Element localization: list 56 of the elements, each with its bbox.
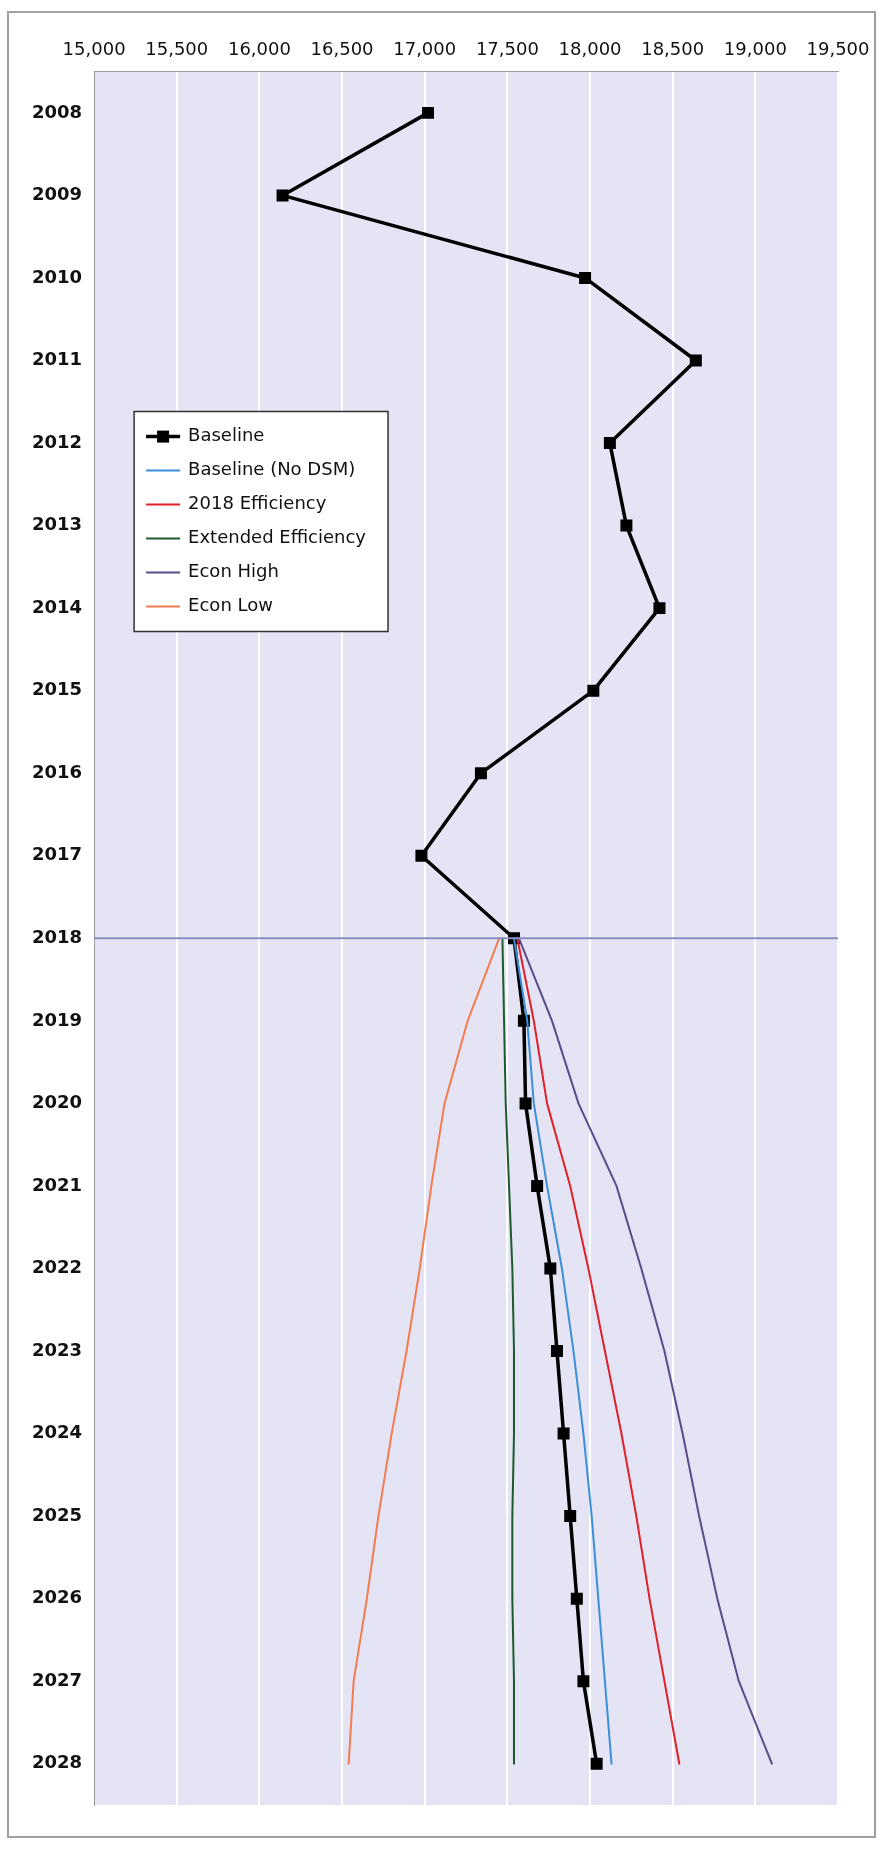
point bbox=[653, 602, 666, 615]
x-tick-label: 17,500 bbox=[475, 38, 539, 60]
y-tick-label: 2009 bbox=[31, 183, 83, 205]
x-tick-label: 17,000 bbox=[393, 38, 457, 60]
y-tick-label: 2028 bbox=[31, 1751, 83, 1773]
legend-label: Extended Efficiency bbox=[188, 526, 367, 548]
y-tick-label: 2027 bbox=[31, 1668, 83, 1690]
y-tick-label: 2013 bbox=[31, 513, 83, 535]
y-tick-label: 2014 bbox=[31, 595, 83, 617]
point bbox=[603, 437, 616, 450]
point bbox=[590, 1757, 603, 1770]
point bbox=[579, 271, 592, 284]
y-tick-label: 2019 bbox=[31, 1008, 83, 1030]
x-tick-label: 18,000 bbox=[558, 38, 622, 60]
y-tick-label: 2025 bbox=[31, 1503, 83, 1525]
point bbox=[422, 106, 435, 119]
legend-label: 2018 Efficiency bbox=[188, 492, 327, 514]
x-tick-label: 16,000 bbox=[227, 38, 291, 60]
legend-label: Baseline bbox=[188, 424, 265, 446]
point bbox=[550, 1345, 563, 1358]
point bbox=[570, 1592, 583, 1605]
y-tick-label: 2020 bbox=[31, 1091, 83, 1113]
y-tick-label: 2008 bbox=[31, 100, 83, 122]
y-tick-label: 2023 bbox=[31, 1338, 83, 1360]
y-tick-label: 2024 bbox=[31, 1421, 83, 1443]
legend-label: Econ High bbox=[188, 560, 279, 582]
x-tick-label: 19,500 bbox=[806, 38, 870, 60]
point bbox=[474, 767, 487, 780]
y-tick-label: 2021 bbox=[31, 1173, 83, 1195]
point bbox=[519, 1097, 532, 1110]
y-tick-label: 2017 bbox=[31, 843, 83, 865]
x-tick-label: 16,500 bbox=[310, 38, 374, 60]
x-tick-label: 15,500 bbox=[145, 38, 209, 60]
point bbox=[564, 1510, 577, 1523]
x-tick-label: 18,500 bbox=[641, 38, 705, 60]
point bbox=[587, 684, 600, 697]
y-tick-label: 2022 bbox=[31, 1256, 83, 1278]
point bbox=[276, 189, 289, 202]
legend-label: Baseline (No DSM) bbox=[188, 458, 356, 480]
point bbox=[544, 1262, 557, 1275]
x-tick-label: 15,000 bbox=[62, 38, 126, 60]
y-tick-label: 2026 bbox=[31, 1586, 83, 1608]
y-tick-label: 2011 bbox=[31, 348, 83, 370]
legend-label: Econ Low bbox=[188, 594, 273, 616]
point bbox=[557, 1427, 570, 1440]
point bbox=[415, 849, 428, 862]
y-tick-label: 2018 bbox=[31, 925, 83, 947]
point bbox=[689, 354, 702, 367]
x-tick-label: 19,000 bbox=[723, 38, 787, 60]
y-tick-label: 2012 bbox=[31, 430, 83, 452]
y-tick-label: 2015 bbox=[31, 678, 83, 700]
y-tick-label: 2016 bbox=[31, 760, 83, 782]
y-tick-label: 2010 bbox=[31, 265, 83, 287]
point bbox=[620, 519, 633, 532]
point bbox=[577, 1675, 590, 1688]
point bbox=[531, 1179, 544, 1192]
